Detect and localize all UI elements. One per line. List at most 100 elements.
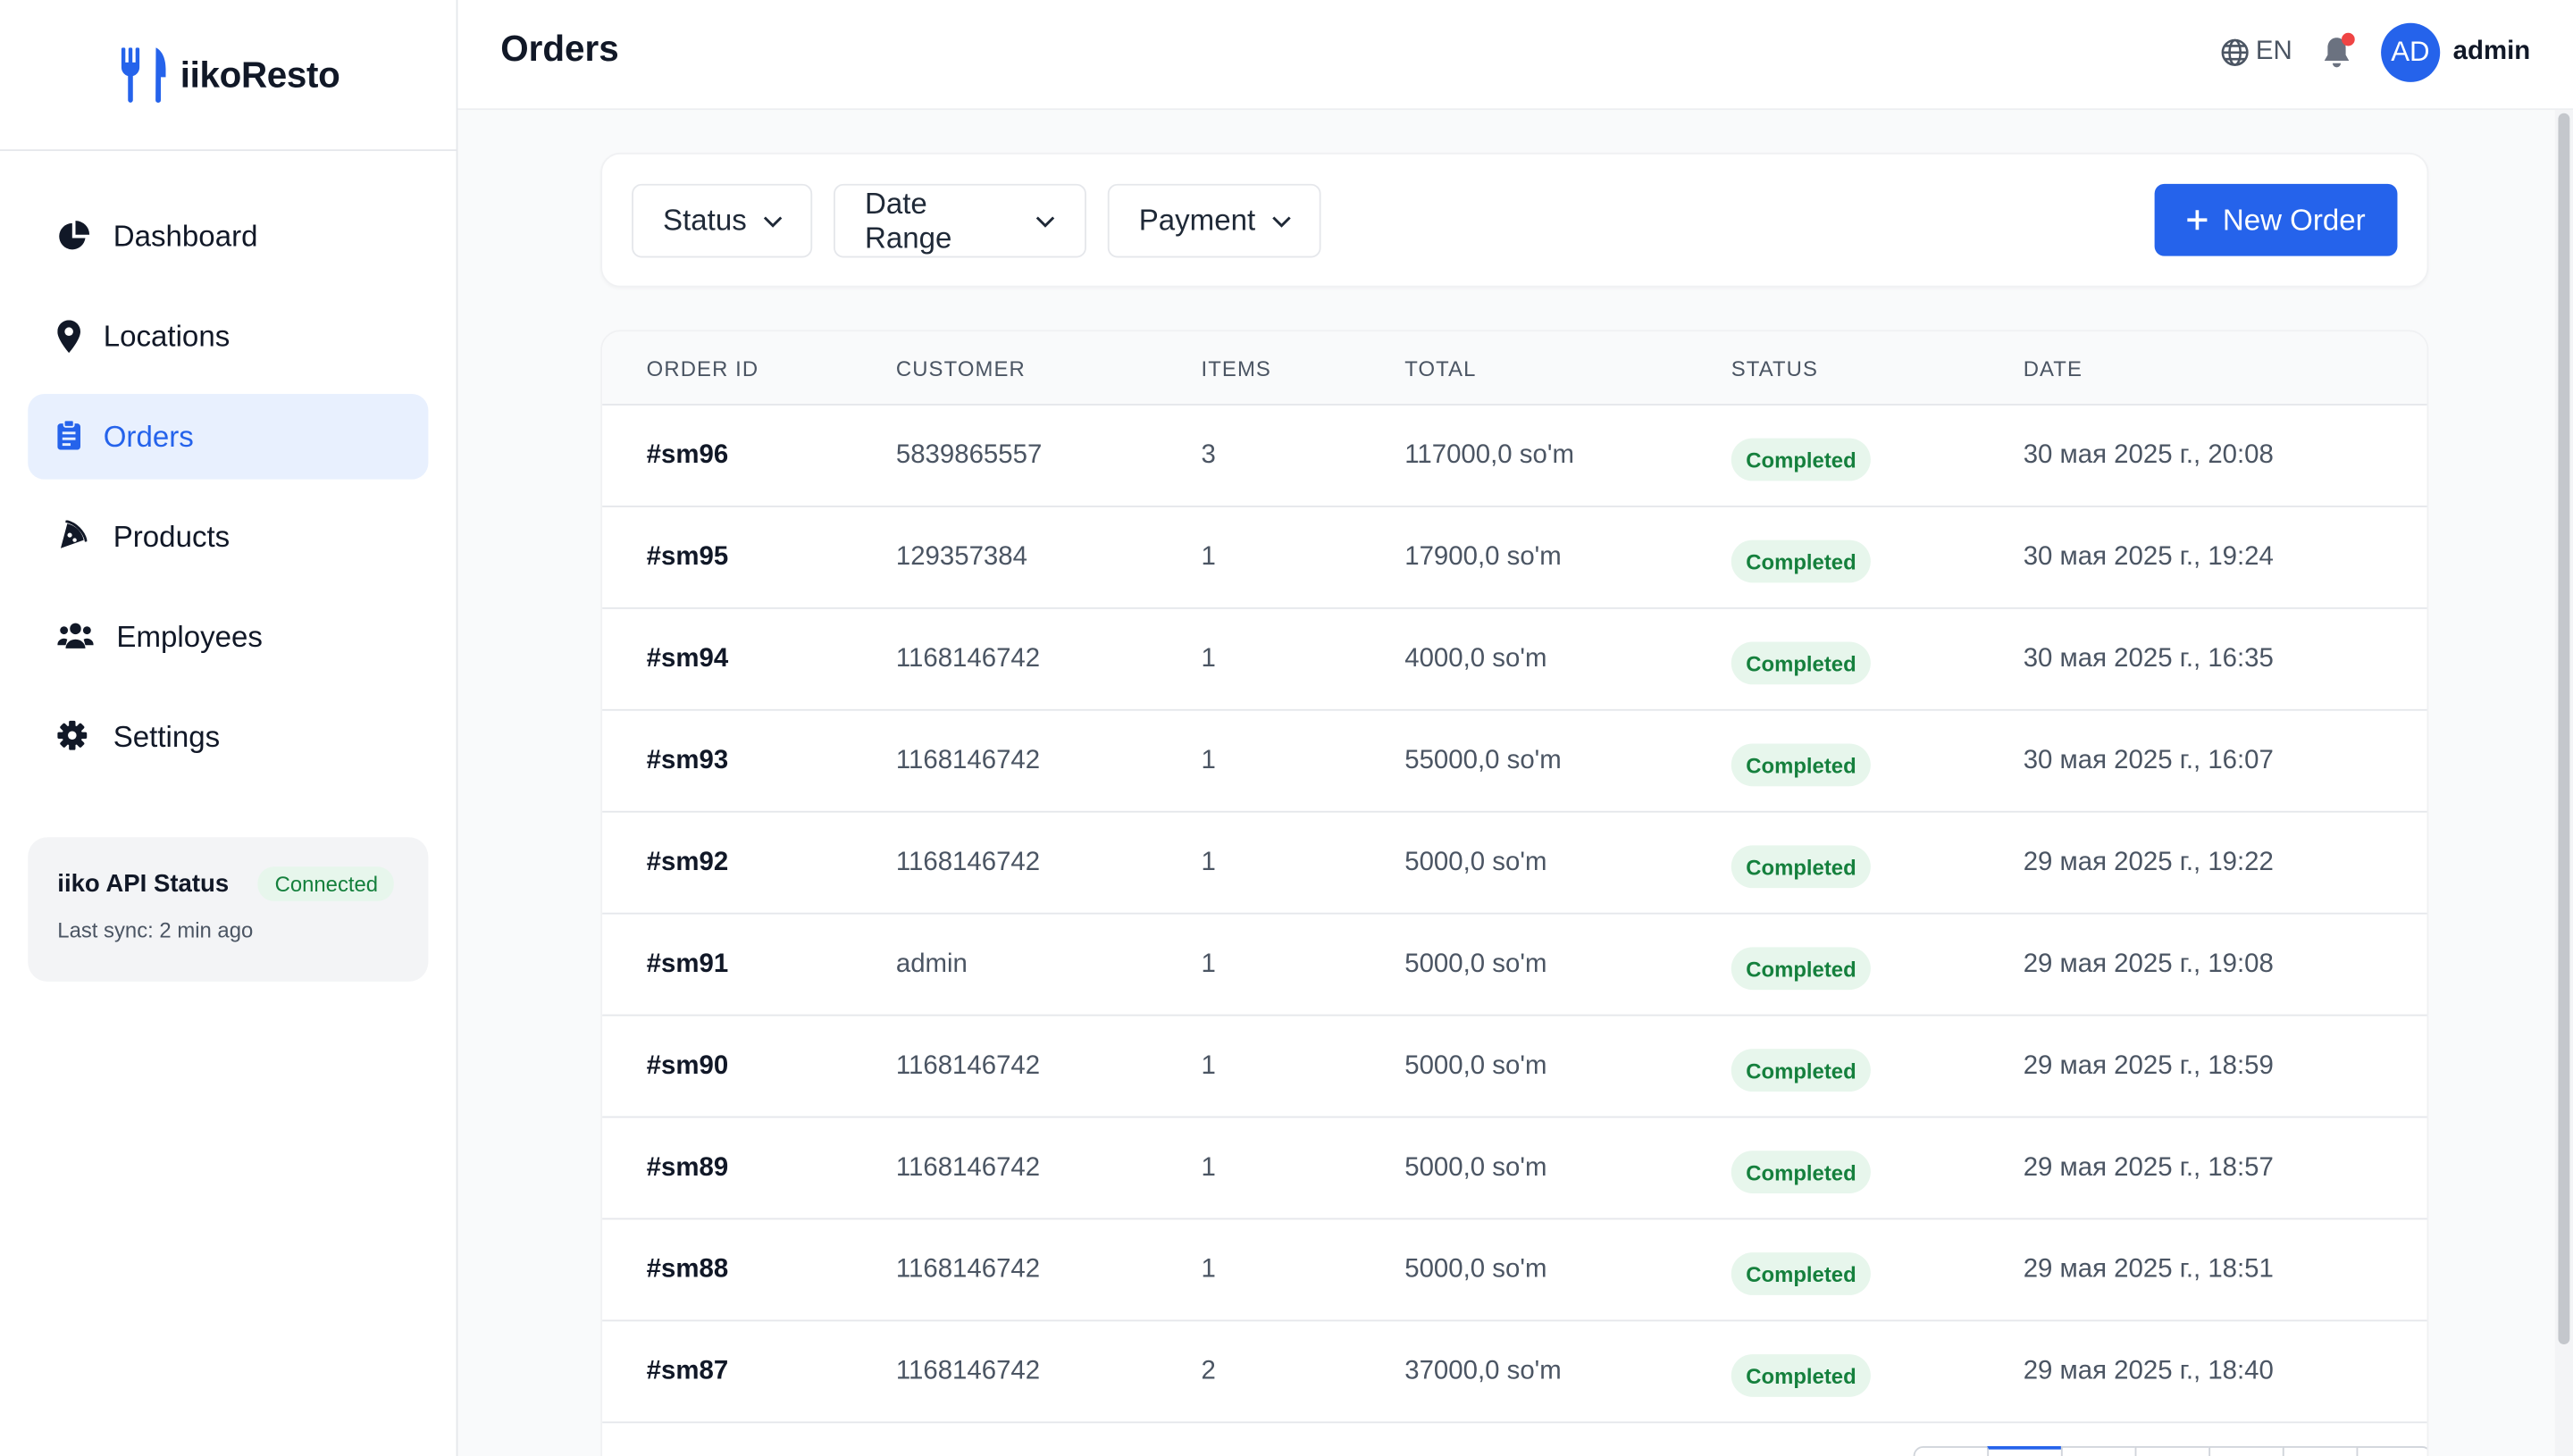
order-total: 4000,0 so'm — [1404, 645, 1547, 674]
api-status-card: iiko API Status Connected Last sync: 2 m… — [28, 837, 429, 982]
avatar[interactable]: AD — [2380, 22, 2440, 82]
column-header-date[interactable]: DATE — [2023, 356, 2083, 381]
table-row[interactable]: #sm88 1168146742 1 5000,0 so'm Completed… — [602, 1219, 2427, 1322]
pagination-page[interactable] — [2282, 1445, 2359, 1456]
status-badge: Completed — [1731, 1252, 1872, 1295]
status-badge: Completed — [1731, 438, 1872, 481]
chart-pie-icon — [57, 220, 90, 253]
table-row[interactable]: #sm90 1168146742 1 5000,0 so'm Completed… — [602, 1017, 2427, 1118]
status-badge: Completed — [1731, 1354, 1872, 1397]
map-pin-icon — [57, 320, 80, 354]
order-id[interactable]: #sm87 — [646, 1357, 729, 1385]
order-items: 1 — [1201, 1153, 1216, 1183]
sidebar-item-label: Orders — [103, 419, 194, 453]
sidebar-item-locations[interactable]: Locations — [28, 294, 428, 380]
column-header-customer[interactable]: CUSTOMER — [895, 356, 1026, 381]
payment-filter-dropdown[interactable]: Payment — [1107, 183, 1321, 258]
pagination-page[interactable] — [1987, 1445, 2063, 1456]
pagination-prev[interactable] — [1913, 1445, 1990, 1456]
user-name[interactable]: admin — [2452, 38, 2531, 66]
table-row[interactable]: #sm95 129357384 1 17900,0 so'm Completed… — [602, 507, 2427, 609]
order-id[interactable]: #sm93 — [646, 747, 729, 775]
pagination-page[interactable] — [2060, 1445, 2137, 1456]
order-items: 1 — [1201, 543, 1216, 572]
order-customer: 1168146742 — [895, 849, 1041, 877]
order-customer: 1168146742 — [895, 645, 1041, 674]
users-icon — [57, 621, 94, 654]
order-customer: 1168146742 — [895, 1153, 1041, 1183]
column-header-items[interactable]: ITEMS — [1201, 356, 1271, 381]
order-id[interactable]: #sm91 — [646, 950, 729, 979]
clipboard-icon — [57, 420, 80, 453]
table-row[interactable]: #sm91 admin 1 5000,0 so'm Completed 29 м… — [602, 915, 2427, 1017]
chevron-down-icon — [1272, 214, 1292, 228]
table-row[interactable]: #sm96 5839865557 3 117000,0 so'm Complet… — [602, 406, 2427, 507]
table-row[interactable]: #sm92 1168146742 1 5000,0 so'm Completed… — [602, 813, 2427, 915]
column-header-order-id[interactable]: ORDER ID — [646, 356, 759, 381]
pagination-page[interactable] — [2134, 1445, 2211, 1456]
table-row[interactable]: #sm93 1168146742 1 55000,0 so'm Complete… — [602, 711, 2427, 813]
brand[interactable]: iikoResto — [0, 0, 458, 152]
pagination-page[interactable] — [2208, 1445, 2284, 1456]
column-header-total[interactable]: TOTAL — [1404, 356, 1477, 381]
order-id[interactable]: #sm92 — [646, 849, 729, 877]
order-total: 5000,0 so'm — [1404, 1153, 1547, 1183]
sidebar-item-dashboard[interactable]: Dashboard — [28, 194, 428, 280]
order-items: 1 — [1201, 747, 1216, 775]
main-scrollbar[interactable] — [2554, 110, 2573, 1456]
sidebar-item-products[interactable]: Products — [28, 494, 428, 580]
status-filter-dropdown[interactable]: Status — [632, 183, 813, 258]
sidebar-item-label: Employees — [116, 619, 263, 653]
column-header-status[interactable]: STATUS — [1731, 356, 1819, 381]
table-row[interactable]: #sm94 1168146742 1 4000,0 so'm Completed… — [602, 609, 2427, 711]
language-switcher[interactable]: EN — [2219, 38, 2292, 67]
order-customer: 129357384 — [895, 543, 1027, 572]
order-customer: admin — [895, 950, 968, 979]
fork-knife-icon — [121, 46, 166, 103]
sidebar-item-employees[interactable]: Employees — [28, 594, 428, 680]
order-total: 55000,0 so'm — [1404, 747, 1562, 775]
status-filter-label: Status — [663, 203, 747, 237]
order-id[interactable]: #sm89 — [646, 1153, 729, 1183]
status-badge: Completed — [1731, 743, 1872, 787]
order-id[interactable]: #sm88 — [646, 1255, 729, 1284]
order-id[interactable]: #sm94 — [646, 645, 729, 674]
table-row[interactable]: #sm89 1168146742 1 5000,0 so'm Completed… — [602, 1117, 2427, 1220]
pagination — [1913, 1445, 2427, 1456]
sidebar-item-label: Products — [113, 519, 230, 553]
sidebar-item-label: Locations — [103, 319, 230, 353]
gear-icon — [57, 720, 90, 754]
notifications-button[interactable] — [2322, 32, 2355, 69]
order-total: 5000,0 so'm — [1404, 1051, 1547, 1081]
order-items: 1 — [1201, 1255, 1216, 1284]
status-badge: Completed — [1731, 947, 1872, 991]
sidebar-item-settings[interactable]: Settings — [28, 694, 428, 780]
language-label: EN — [2255, 38, 2292, 66]
sidebar-item-orders[interactable]: Orders — [28, 394, 429, 480]
chevron-down-icon — [763, 214, 783, 228]
pagination-next[interactable] — [2356, 1445, 2427, 1456]
pizza-slice-icon — [57, 520, 90, 554]
order-total: 37000,0 so'm — [1404, 1357, 1562, 1385]
sidebar: iikoResto Dashboard Locations Orders — [0, 0, 458, 1456]
order-items: 1 — [1201, 1051, 1216, 1081]
order-total: 117000,0 so'm — [1404, 441, 1574, 470]
scrollbar-thumb[interactable] — [2558, 113, 2570, 1345]
new-order-button[interactable]: New Order — [2154, 183, 2398, 256]
api-status-title: iiko API Status — [57, 869, 230, 899]
order-customer: 5839865557 — [895, 441, 1043, 470]
order-id[interactable]: #sm90 — [646, 1051, 729, 1081]
sidebar-item-label: Settings — [113, 719, 221, 753]
chevron-down-icon — [1035, 214, 1055, 228]
order-id[interactable]: #sm95 — [646, 543, 729, 572]
order-customer: 1168146742 — [895, 747, 1041, 775]
table-header: ORDER ID CUSTOMER ITEMS TOTAL STATUS DAT… — [602, 331, 2427, 406]
top-header: Orders EN AD admin — [457, 0, 2573, 111]
order-items: 1 — [1201, 645, 1216, 674]
order-id[interactable]: #sm96 — [646, 441, 729, 470]
order-date: 29 мая 2025 г., 19:22 — [2023, 849, 2274, 877]
order-date: 29 мая 2025 г., 19:08 — [2023, 950, 2274, 979]
globe-icon — [2220, 38, 2249, 66]
date-range-filter-dropdown[interactable]: Date Range — [834, 183, 1086, 258]
table-row[interactable]: #sm87 1168146742 2 37000,0 so'm Complete… — [602, 1321, 2427, 1424]
